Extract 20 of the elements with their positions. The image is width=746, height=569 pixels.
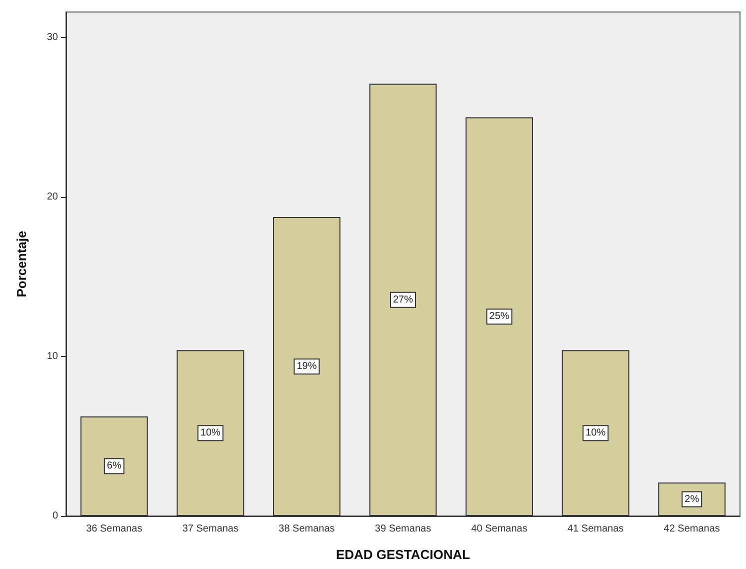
data-label: 2% (684, 494, 700, 505)
x-tick-label: 36 Semanas (86, 524, 142, 534)
y-tick-label: 20 (46, 192, 58, 203)
y-axis-title: Porcentaje (14, 230, 29, 298)
x-tick-label: 40 Semanas (471, 524, 528, 534)
x-axis-title: EDAD GESTACIONAL (336, 547, 470, 562)
data-label: 6% (106, 460, 122, 472)
x-tick-label: 39 Semanas (374, 524, 432, 534)
data-label: 10% (200, 428, 221, 439)
x-tick-label: 42 Semanas (664, 524, 720, 534)
x-tick-label: 41 Semanas (567, 524, 624, 534)
data-label: 25% (489, 311, 510, 322)
x-tick-label: 38 Semanas (278, 524, 335, 534)
x-tick-label: 37 Semanas (182, 524, 239, 534)
data-label: 27% (392, 294, 414, 306)
y-tick-label: 30 (46, 32, 58, 44)
y-tick-label: 0 (52, 510, 58, 522)
data-label: 10% (586, 428, 606, 439)
y-tick-label: 10 (46, 351, 58, 362)
data-label: 19% (296, 360, 317, 372)
